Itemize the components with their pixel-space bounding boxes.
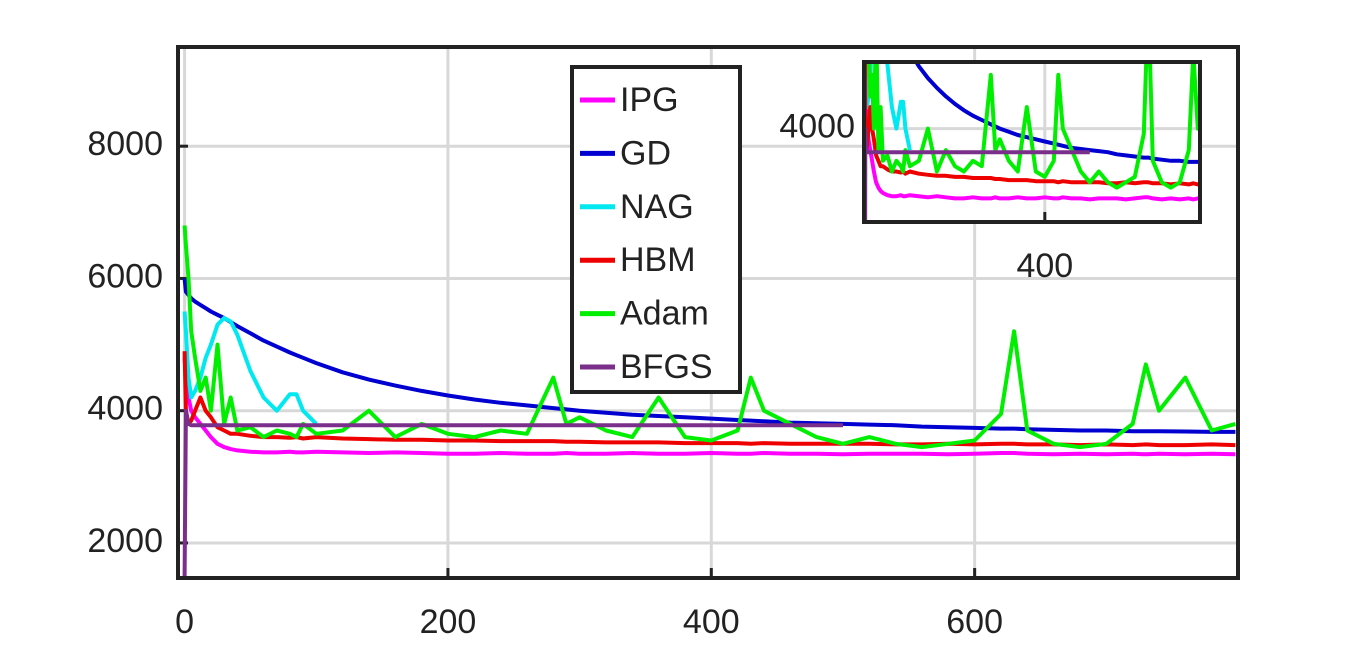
- series-line: [864, 126, 1090, 222]
- legend-label: HBM: [620, 241, 696, 279]
- legend-label: Adam: [620, 295, 709, 333]
- series-line: [182, 311, 318, 426]
- x-tick-label: 0: [175, 603, 194, 641]
- series-line: [182, 225, 1236, 450]
- legend-label: BFGS: [620, 348, 713, 386]
- y-tick-label: 4000: [779, 108, 855, 146]
- x-tick-label: 600: [946, 603, 1003, 641]
- y-tick-label: 2000: [87, 522, 163, 560]
- series-line: [182, 351, 1236, 448]
- series-line: [182, 357, 1236, 457]
- x-tick-label: 400: [683, 603, 740, 641]
- series-line: [913, 62, 1200, 165]
- x-tick-label: 200: [420, 603, 477, 641]
- legend-label: GD: [620, 134, 671, 172]
- legend-label: IPG: [620, 81, 679, 119]
- series-line: [182, 408, 843, 577]
- legend-label: NAG: [620, 188, 694, 226]
- y-tick-label: 4000: [87, 390, 163, 428]
- series-line: [864, 62, 1200, 202]
- axes-frame: [176, 45, 1240, 580]
- y-tick-label: 8000: [87, 125, 163, 163]
- y-tick-label: 6000: [87, 257, 163, 295]
- series-line: [864, 62, 1200, 187]
- series-group: [864, 62, 1200, 222]
- axes-frame: [862, 60, 1202, 224]
- x-tick-label: 400: [1016, 247, 1073, 285]
- legend-box: [570, 65, 742, 394]
- series-line: [867, 62, 1200, 190]
- series-group: [182, 225, 1236, 577]
